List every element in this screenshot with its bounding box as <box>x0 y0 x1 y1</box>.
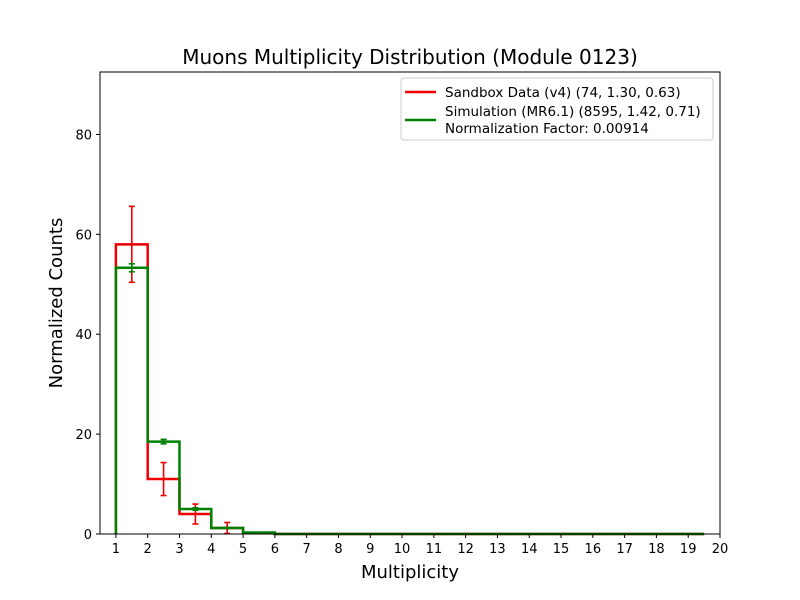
x-tick-label: 8 <box>334 542 342 557</box>
x-tick-label: 1 <box>112 542 120 557</box>
x-tick-label: 2 <box>144 542 152 557</box>
legend-normalization-text: Normalization Factor: 0.00914 <box>445 121 649 137</box>
x-tick-label: 20 <box>712 542 729 557</box>
x-axis-label: Multiplicity <box>361 562 459 583</box>
y-tick-label: 80 <box>75 128 92 143</box>
x-tick-label: 16 <box>585 542 602 557</box>
x-tick-label: 15 <box>553 542 570 557</box>
x-tick-label: 5 <box>239 542 247 557</box>
chart-title: Muons Multiplicity Distribution (Module … <box>182 45 638 69</box>
x-tick-label: 4 <box>207 542 215 557</box>
plot-frame <box>99 71 721 535</box>
x-tick-label: 6 <box>271 542 279 557</box>
legend-box <box>400 77 714 141</box>
y-tick-label: 20 <box>75 428 92 443</box>
x-tick-label: 7 <box>303 542 311 557</box>
x-tick-label: 14 <box>521 542 538 557</box>
legend-label-data: Sandbox Data (v4) (74, 1.30, 0.63) <box>445 85 681 101</box>
x-tick-label: 13 <box>489 542 506 557</box>
x-tick-label: 18 <box>648 542 665 557</box>
y-tick-label: 40 <box>75 328 92 343</box>
x-tick-label: 3 <box>175 542 183 557</box>
x-tick-label: 11 <box>426 542 443 557</box>
legend-label-simulation: Simulation (MR6.1) (8595, 1.42, 0.71) <box>445 104 701 120</box>
y-axis-label: Normalized Counts <box>46 218 67 389</box>
series-step-1 <box>114 266 705 536</box>
y-tick-label: 60 <box>75 228 92 243</box>
legend: Sandbox Data (v4) (74, 1.30, 0.63) Simul… <box>400 77 714 141</box>
x-tick-label: 9 <box>366 542 374 557</box>
x-tick-label: 10 <box>394 542 411 557</box>
y-tick-label: 0 <box>84 528 92 543</box>
series-step-0 <box>114 243 705 536</box>
x-tick-label: 12 <box>457 542 474 557</box>
x-tick-label: 19 <box>680 542 697 557</box>
x-tick-label: 17 <box>616 542 633 557</box>
